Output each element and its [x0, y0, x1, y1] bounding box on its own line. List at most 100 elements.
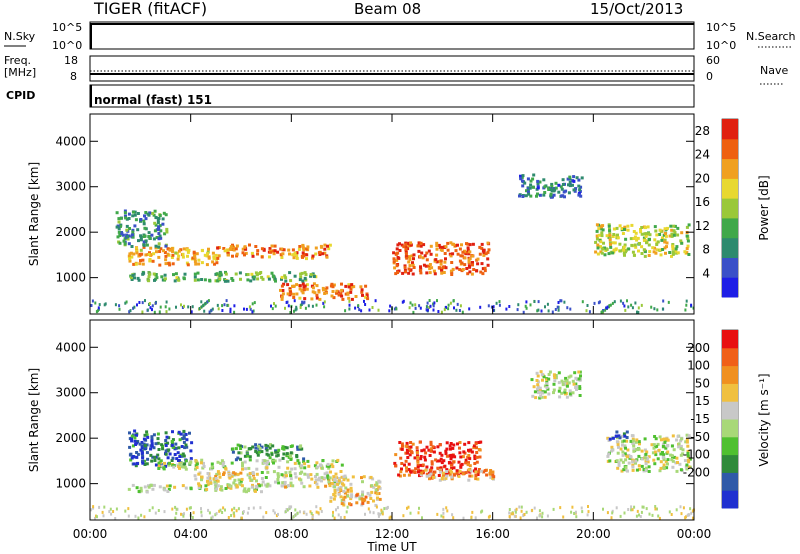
data-cell	[608, 233, 612, 237]
data-cell	[231, 447, 235, 451]
data-cell	[350, 297, 354, 301]
data-cell	[419, 473, 423, 477]
data-cell	[174, 516, 177, 520]
data-cell	[290, 467, 294, 471]
data-cell	[361, 501, 365, 505]
data-cell	[362, 475, 366, 479]
data-cell	[631, 460, 635, 464]
data-cell	[244, 251, 248, 255]
data-cell	[634, 447, 638, 451]
data-cell	[424, 264, 428, 268]
data-cell	[268, 484, 272, 488]
data-cell	[623, 225, 627, 229]
data-cell	[658, 228, 662, 232]
data-cell	[295, 254, 299, 257]
data-cell	[298, 284, 302, 288]
data-cell	[690, 511, 693, 515]
data-cell	[239, 479, 243, 483]
data-cell	[315, 284, 319, 288]
data-cell	[235, 484, 239, 488]
data-cell	[598, 300, 601, 304]
data-cell	[280, 247, 284, 251]
data-cell	[212, 255, 216, 259]
data-cell	[407, 505, 410, 509]
data-cell	[91, 299, 94, 303]
data-cell	[429, 440, 433, 444]
data-cell	[442, 511, 445, 515]
data-cell	[224, 467, 228, 471]
data-cell	[148, 259, 152, 263]
data-cell	[231, 254, 234, 258]
data-cell	[558, 386, 562, 390]
data-cell	[524, 194, 528, 198]
data-cell	[418, 440, 422, 444]
freq-tick-top: 18	[64, 54, 78, 67]
data-cell	[466, 272, 470, 276]
data-cell	[431, 445, 435, 449]
data-cell	[177, 446, 181, 450]
data-cell	[109, 507, 112, 511]
data-cell	[620, 440, 624, 444]
data-cell	[137, 239, 140, 243]
data-cell	[254, 449, 258, 453]
data-cell	[616, 443, 620, 447]
data-cell	[656, 507, 658, 511]
data-cell	[442, 515, 445, 519]
data-cell	[211, 515, 214, 519]
data-cell	[646, 460, 650, 464]
data-cell	[445, 506, 448, 510]
x-tick-label: 00:00	[677, 527, 712, 541]
data-cell	[617, 445, 620, 449]
data-cell	[615, 430, 619, 434]
data-cell	[634, 245, 638, 249]
data-cell	[536, 184, 540, 188]
data-cell	[489, 476, 493, 480]
data-cell	[675, 245, 679, 249]
data-cell	[358, 497, 362, 501]
data-cell	[670, 234, 674, 238]
data-cell	[467, 252, 471, 256]
data-cell	[631, 468, 635, 472]
data-cell	[575, 176, 579, 180]
data-cell	[132, 210, 135, 214]
data-cell	[600, 234, 604, 238]
data-cell	[234, 458, 238, 462]
data-cell	[661, 442, 665, 446]
data-cell	[299, 272, 303, 276]
data-cell	[135, 441, 139, 445]
data-cell	[602, 241, 605, 245]
data-cell	[656, 442, 660, 446]
data-cell	[143, 433, 147, 437]
data-cell	[164, 439, 168, 442]
x-tick-label: 20:00	[576, 527, 611, 541]
data-cell	[328, 484, 332, 488]
data-cell	[686, 449, 690, 453]
data-cell	[621, 232, 625, 235]
data-cell	[147, 279, 151, 283]
data-cell	[662, 458, 666, 462]
data-cell	[556, 305, 559, 309]
data-cell	[258, 484, 262, 488]
data-cell	[256, 249, 260, 253]
data-cell	[615, 434, 618, 438]
data-cell	[209, 481, 213, 485]
data-cell	[150, 435, 154, 439]
data-cell	[398, 474, 402, 478]
data-cell	[419, 265, 422, 269]
data-cell	[277, 448, 281, 452]
data-cell	[247, 487, 251, 491]
data-cell	[689, 507, 692, 511]
data-cell	[121, 233, 125, 237]
data-cell	[245, 307, 248, 311]
data-cell	[280, 473, 284, 477]
data-cell	[288, 505, 291, 509]
data-cell	[644, 466, 648, 470]
data-cell	[206, 300, 209, 304]
data-cell	[145, 430, 149, 434]
data-cell	[215, 512, 218, 516]
data-cell	[542, 178, 546, 182]
data-cell	[295, 292, 299, 296]
data-cell	[409, 470, 413, 474]
data-cell	[299, 275, 303, 279]
data-cell	[167, 488, 171, 491]
